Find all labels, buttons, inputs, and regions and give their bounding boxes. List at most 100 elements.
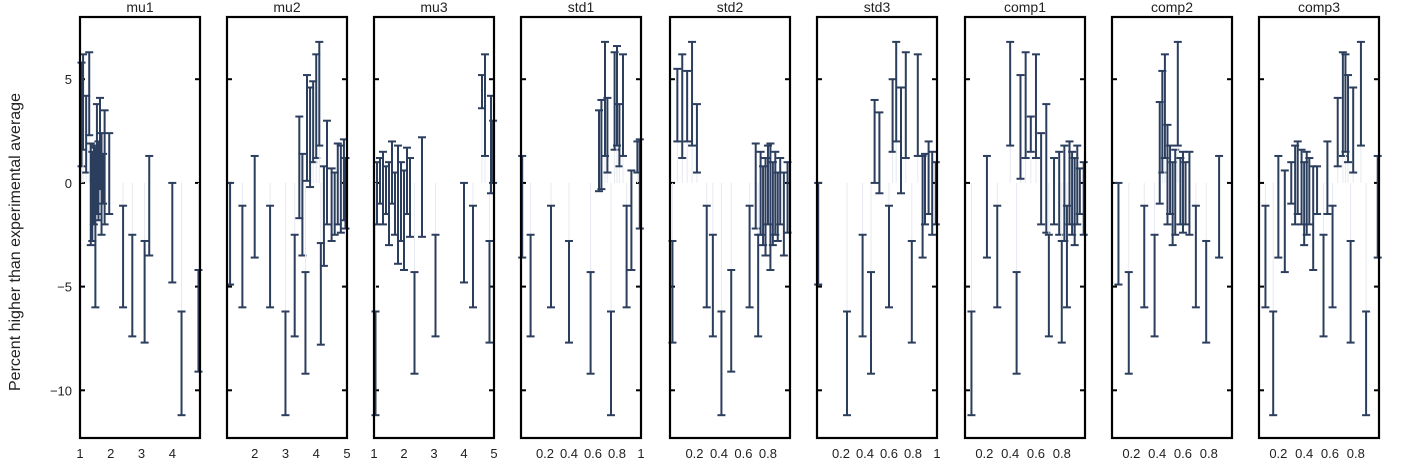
x-tick-label: 0.2 xyxy=(832,446,850,461)
x-tick-label: 3 xyxy=(430,446,437,461)
x-tick-label: 0.2 xyxy=(536,446,554,461)
panel-title: mu2 xyxy=(273,0,300,15)
error-bar xyxy=(77,61,86,168)
panel-mu3: mu3 1 2 3 4 5 xyxy=(370,0,497,461)
error-bar xyxy=(128,233,137,338)
error-bar xyxy=(86,142,95,247)
error-bar xyxy=(1150,233,1159,338)
x-tick-label: 0.4 xyxy=(1001,446,1019,461)
y-axis-label: Percent higher than experimental average xyxy=(7,93,24,391)
x-tick-label: 4 xyxy=(460,446,467,461)
x-tick-label: 0.2 xyxy=(685,446,703,461)
panel-title: comp3 xyxy=(1298,0,1340,15)
error-bar xyxy=(875,111,884,195)
error-bar xyxy=(897,86,905,195)
error-bar xyxy=(1293,140,1302,216)
error-bar xyxy=(1373,154,1382,259)
error-bar xyxy=(1012,271,1021,375)
x-tick-label: 1 xyxy=(637,446,644,461)
panel-frame xyxy=(519,15,643,440)
error-bar xyxy=(1114,181,1123,286)
error-bar xyxy=(907,239,916,344)
error-bar xyxy=(1346,239,1355,344)
error-bar xyxy=(913,53,922,157)
x-tick-label: 0.4 xyxy=(1295,446,1313,461)
error-bar xyxy=(1181,161,1190,226)
x-tick-label: 4 xyxy=(169,446,176,461)
error-bar xyxy=(766,142,775,272)
error-bar xyxy=(867,271,875,375)
error-bar xyxy=(460,181,468,284)
error-bar xyxy=(708,233,717,338)
error-bar xyxy=(290,233,299,338)
error-bar xyxy=(870,98,879,184)
error-bar xyxy=(1057,239,1066,344)
error-bar xyxy=(993,204,1002,309)
error-bar xyxy=(1124,271,1133,375)
error-bar xyxy=(1163,123,1172,226)
error-bar xyxy=(619,53,627,157)
panel-frame xyxy=(225,15,349,440)
error-bar xyxy=(281,310,290,417)
error-bar xyxy=(547,204,555,309)
x-tick-label: 0.6 xyxy=(1174,446,1192,461)
error-bar xyxy=(518,154,527,259)
error-bar xyxy=(418,136,426,238)
error-bar xyxy=(1261,204,1270,309)
error-bar xyxy=(1287,161,1296,205)
x-tick-label: 0.4 xyxy=(560,446,578,461)
error-bar xyxy=(1349,86,1358,174)
error-bar xyxy=(673,67,682,143)
x-tick-label: 0.6 xyxy=(584,446,602,461)
panel-title: std2 xyxy=(717,0,744,15)
error-bar xyxy=(266,204,275,309)
panel-title: mu1 xyxy=(126,0,153,15)
error-bar xyxy=(1016,74,1025,180)
error-bar xyxy=(1274,154,1283,259)
error-bar xyxy=(1328,204,1337,309)
panel-mu2: mu2 2 3 4 5 xyxy=(225,0,351,461)
error-bar xyxy=(931,161,940,226)
error-bar xyxy=(140,239,149,344)
x-tick-label: 1 xyxy=(76,446,83,461)
x-tick-label: 1 xyxy=(933,446,940,461)
error-bar xyxy=(1344,74,1353,164)
panel-comp2: comp2 0.2 0.4 0.6 0.8 xyxy=(1110,0,1234,461)
error-bar xyxy=(586,271,595,375)
error-bar xyxy=(379,150,387,226)
error-bar xyxy=(1215,154,1224,259)
error-bar xyxy=(1006,40,1015,147)
error-bar xyxy=(85,51,94,137)
error-bar xyxy=(1313,165,1322,216)
error-bar xyxy=(194,269,203,373)
error-bar xyxy=(1356,40,1365,147)
y-tick-label: −10 xyxy=(50,383,72,398)
error-bar xyxy=(1140,204,1149,309)
error-bar xyxy=(1021,51,1030,160)
panel-title: std3 xyxy=(864,0,891,15)
error-bar xyxy=(526,233,535,338)
x-tick-label: 0.6 xyxy=(1027,446,1045,461)
error-bar xyxy=(1333,96,1342,168)
error-bar xyxy=(1269,310,1278,417)
error-bar xyxy=(603,96,612,174)
x-tick-label: 0.4 xyxy=(1148,446,1166,461)
error-bar xyxy=(1073,144,1082,226)
error-bar xyxy=(776,157,785,226)
error-bar xyxy=(99,152,108,205)
error-bar xyxy=(678,53,687,160)
panel-frame xyxy=(1257,15,1381,440)
error-bar xyxy=(745,204,754,309)
error-bar xyxy=(727,269,736,373)
panel-mu1: mu1 1 2 3 4 xyxy=(76,0,203,461)
error-bar xyxy=(1362,310,1371,417)
error-bar xyxy=(394,144,402,265)
error-bar xyxy=(1026,115,1035,153)
error-bar xyxy=(1309,165,1318,272)
error-bar xyxy=(105,132,114,216)
x-tick-label: 2 xyxy=(400,446,407,461)
error-bar xyxy=(688,40,697,147)
error-bar xyxy=(901,51,910,160)
error-bar xyxy=(717,310,726,417)
